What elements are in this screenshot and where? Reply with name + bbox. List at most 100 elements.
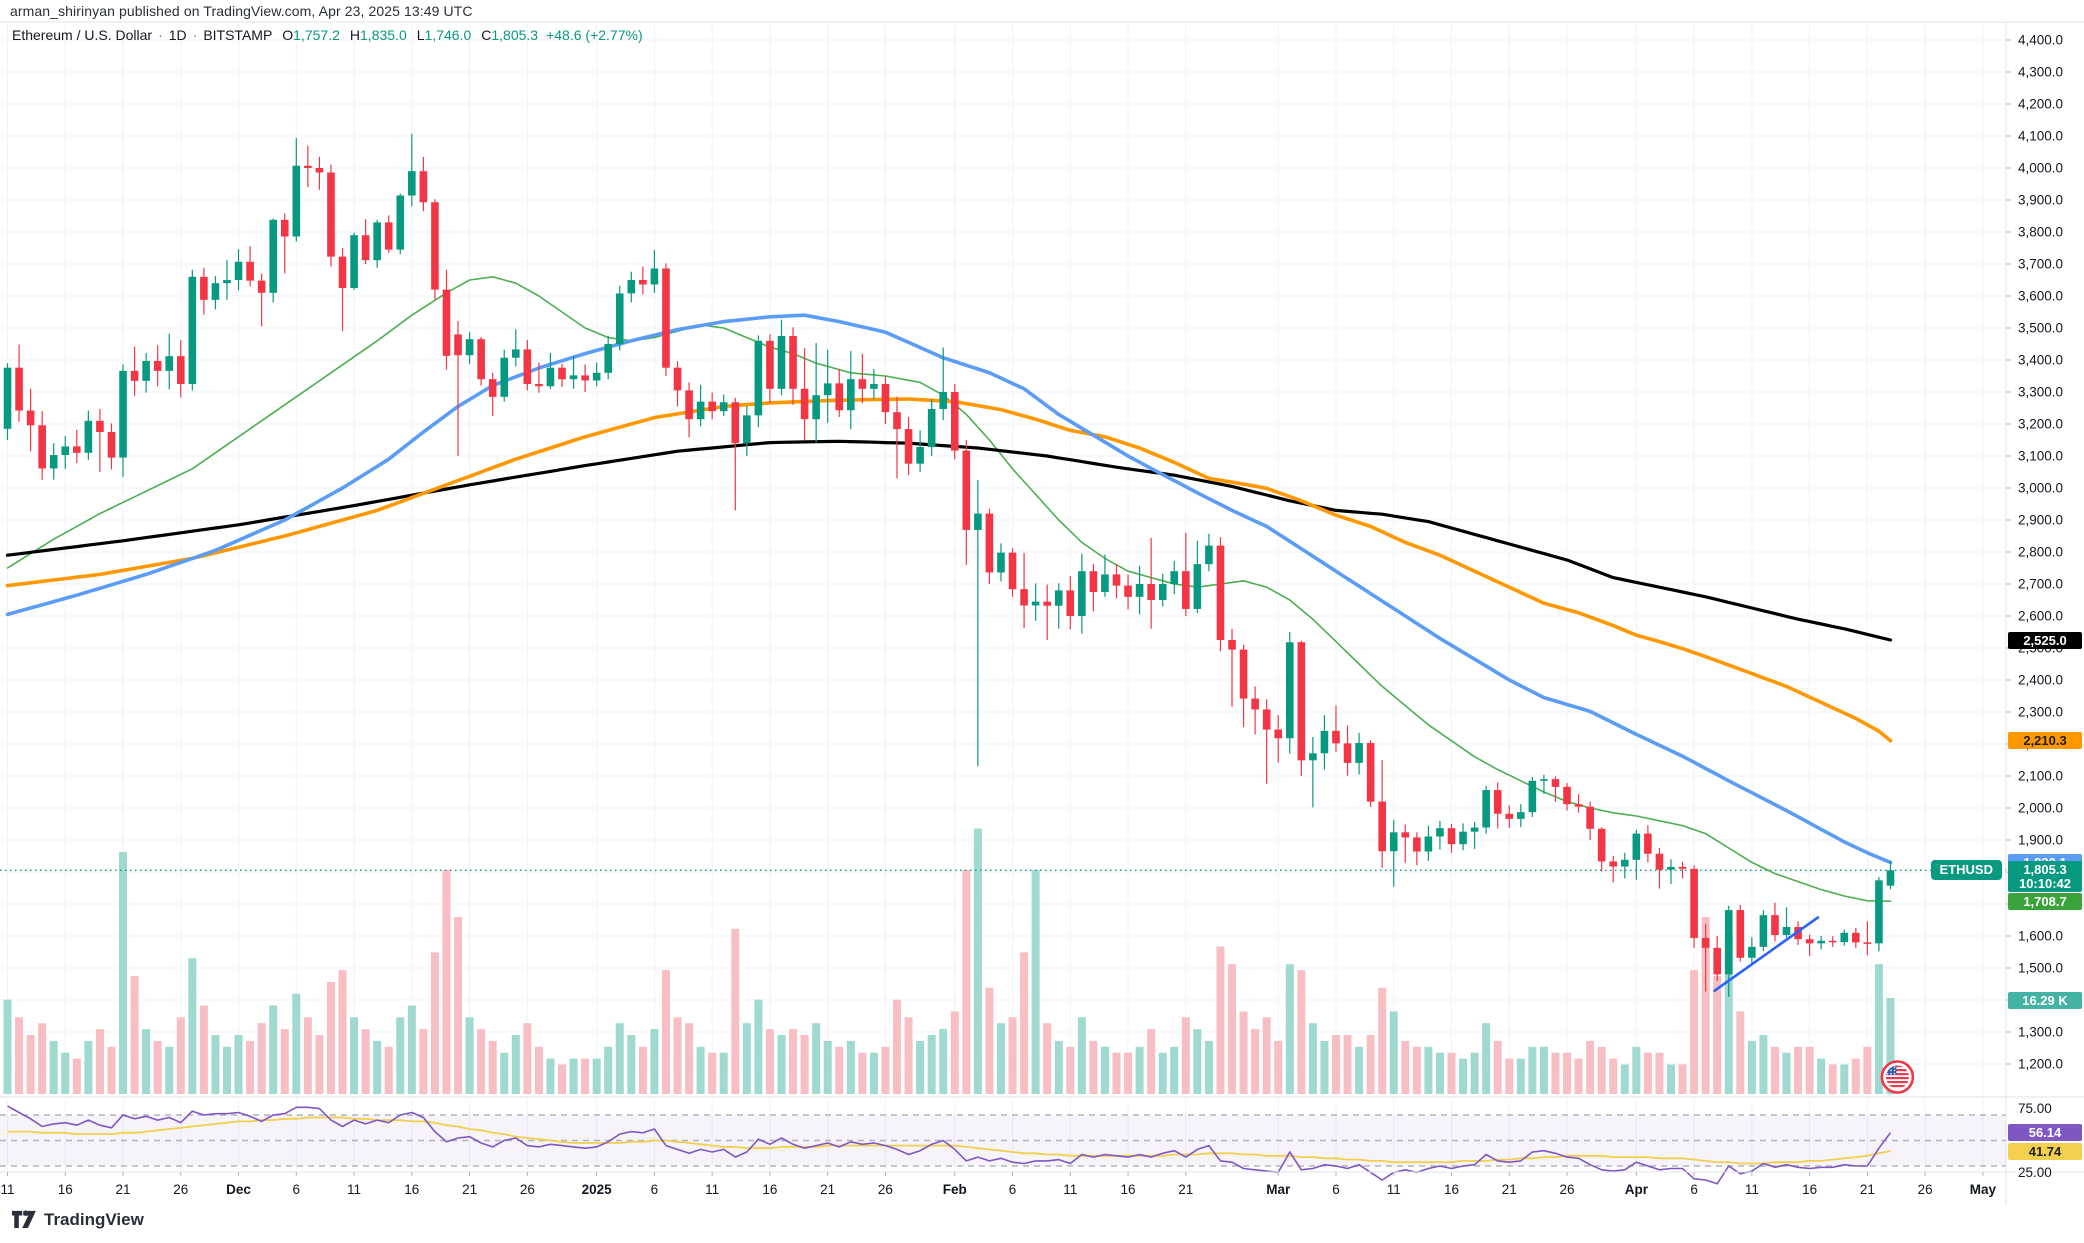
axis-tick-label: 25.00 — [2018, 1165, 2052, 1180]
axis-tick-label: 21 — [462, 1182, 477, 1197]
axis-tick-label: 2,600.0 — [2018, 609, 2063, 624]
axis-tick-label: 4,100.0 — [2018, 129, 2063, 144]
time-axis[interactable] — [0, 1172, 2006, 1205]
axis-tick-label: 11 — [705, 1182, 719, 1197]
ohlc-key: C — [481, 27, 492, 43]
axis-tick-label: 6 — [1009, 1182, 1017, 1197]
legend-separator: · — [158, 27, 163, 43]
axis-tick-label: 26 — [520, 1182, 535, 1197]
axis-tick-label: 3,000.0 — [2018, 481, 2063, 496]
axis-tick-label: 1,300.0 — [2018, 1025, 2063, 1040]
axis-tick-label: 4,200.0 — [2018, 97, 2063, 112]
rsi-value-label: 56.14 — [2008, 1124, 2082, 1142]
axis-tick-label: Feb — [943, 1182, 967, 1197]
change-label: +48.6 (+2.77%) — [546, 27, 643, 43]
volume-value-label: 16.29 K — [2008, 991, 2082, 1009]
axis-tick-label: 21 — [1502, 1182, 1517, 1197]
axis-tick-label: 2,700.0 — [2018, 577, 2063, 592]
tradingview-logo-icon — [12, 1209, 37, 1231]
axis-tick-label: 1,900.0 — [2018, 833, 2063, 848]
axis-tick-label: 6 — [1332, 1182, 1340, 1197]
axis-tick-label: 3,400.0 — [2018, 353, 2063, 368]
axis-tick-label: 26 — [1918, 1182, 1933, 1197]
axis-tick-label: 26 — [173, 1182, 188, 1197]
axis-tick-label: 3,500.0 — [2018, 321, 2063, 336]
axis-tick-label: 4,300.0 — [2018, 65, 2063, 80]
axis-tick-label: 3,900.0 — [2018, 193, 2063, 208]
exchange-label[interactable]: BITSTAMP — [203, 27, 273, 43]
ma100-price-label: 2,210.3 — [2008, 732, 2082, 750]
axis-tick-label: 3,700.0 — [2018, 257, 2063, 272]
axis-tick-label: 2,900.0 — [2018, 513, 2063, 528]
rsi-ma-value-label: 41.74 — [2008, 1142, 2082, 1160]
axis-tick-label: 26 — [878, 1182, 893, 1197]
axis-tick-label: Mar — [1266, 1182, 1291, 1197]
published-caption: arman_shirinyan published on TradingView… — [10, 3, 473, 19]
axis-tick-label: 75.00 — [2018, 1101, 2052, 1116]
axis-tick-label: 3,200.0 — [2018, 417, 2063, 432]
symbol-legend: Ethereum / U.S. Dollar · 1D · BITSTAMP O1,757… — [12, 27, 643, 43]
axis-tick-label: Dec — [226, 1182, 251, 1197]
axis-tick-label: 1,600.0 — [2018, 929, 2063, 944]
us-flag-event-icon[interactable] — [1880, 1060, 1915, 1094]
ohlc-values: O1,757.2 H1,835.0 L1,746.0 C1,805.3 — [272, 27, 538, 43]
last-price-value: 1,805.3 — [2023, 862, 2067, 878]
axis-tick-label: 6 — [651, 1182, 659, 1197]
axis-tick-label: 16 — [404, 1182, 419, 1197]
axis-tick-label: 2025 — [582, 1182, 613, 1197]
tradingview-brand-text: TradingView — [44, 1210, 144, 1229]
axis-tick-label: 4,000.0 — [2018, 161, 2063, 176]
ohlc-value: 1,746.0 — [424, 27, 472, 43]
axis-tick-label: 21 — [1860, 1182, 1875, 1197]
ohlc-key: H — [349, 27, 361, 43]
axis-tick-label: 16 — [1444, 1182, 1459, 1197]
axis-tick-label: 11 — [1745, 1182, 1759, 1197]
axis-tick-label: 1,500.0 — [2018, 961, 2063, 976]
axis-tick-label: 2,400.0 — [2018, 673, 2063, 688]
ohlc-value: 1,835.0 — [360, 27, 407, 43]
axis-tick-label: 3,600.0 — [2018, 289, 2063, 304]
axis-tick-label: 21 — [1178, 1182, 1193, 1197]
tradingview-watermark[interactable]: TradingView — [12, 1209, 144, 1231]
axis-tick-label: 16 — [1121, 1182, 1136, 1197]
axis-tick-label: 2,800.0 — [2018, 545, 2063, 560]
axis-tick-label: 2,100.0 — [2018, 769, 2063, 784]
legend-separator: · — [192, 27, 198, 43]
axis-tick-label: 16 — [1802, 1182, 1817, 1197]
axis-tick-label: 3,800.0 — [2018, 225, 2063, 240]
interval-label[interactable]: 1D — [168, 27, 187, 43]
axis-tick-label: 16 — [762, 1182, 777, 1197]
axis-tick-label: 1,200.0 — [2018, 1057, 2063, 1072]
axis-tick-label: 2,000.0 — [2018, 801, 2063, 816]
axis-tick-label: 11 — [1387, 1182, 1401, 1197]
axis-tick-label: 3,300.0 — [2018, 385, 2063, 400]
axis-tick-label: 21 — [820, 1182, 835, 1197]
axis-tick-label: May — [1970, 1182, 1997, 1197]
axis-tick-label: 26 — [1560, 1182, 1575, 1197]
symbol-title[interactable]: Ethereum / U.S. Dollar — [12, 27, 153, 43]
ma200-price-label: 2,525.0 — [2008, 631, 2082, 649]
bar-countdown-timer: 10:10:42 — [2018, 876, 2072, 892]
symbol-marker-tag[interactable]: ETHUSD — [1930, 860, 2002, 881]
axis-tick-label: 11 — [1063, 1182, 1077, 1197]
ma21-price-label: 1,708.7 — [2008, 892, 2082, 910]
axis-tick-label: 11 — [0, 1182, 14, 1197]
axis-tick-label: 4,400.0 — [2018, 33, 2063, 48]
axis-tick-label: 16 — [58, 1182, 73, 1197]
price-axis[interactable] — [2006, 22, 2084, 1172]
trendline-drawing[interactable] — [1712, 915, 1820, 993]
axis-tick-label: 11 — [347, 1182, 361, 1197]
axis-tick-label: 2,300.0 — [2018, 705, 2063, 720]
axis-tick-label: 6 — [293, 1182, 301, 1197]
ohlc-value: 1,805.3 — [491, 27, 539, 43]
ohlc-value: 1,757.2 — [293, 27, 340, 43]
ohlc-key: L — [416, 27, 425, 43]
ohlc-key: O — [282, 27, 294, 43]
axis-tick-label: 6 — [1690, 1182, 1698, 1197]
last-price-label: 1,805.3 10:10:42 — [2008, 861, 2082, 893]
axis-tick-label: 21 — [116, 1182, 131, 1197]
axis-tick-label: 3,100.0 — [2018, 449, 2063, 464]
axis-tick-label: Apr — [1625, 1182, 1649, 1197]
